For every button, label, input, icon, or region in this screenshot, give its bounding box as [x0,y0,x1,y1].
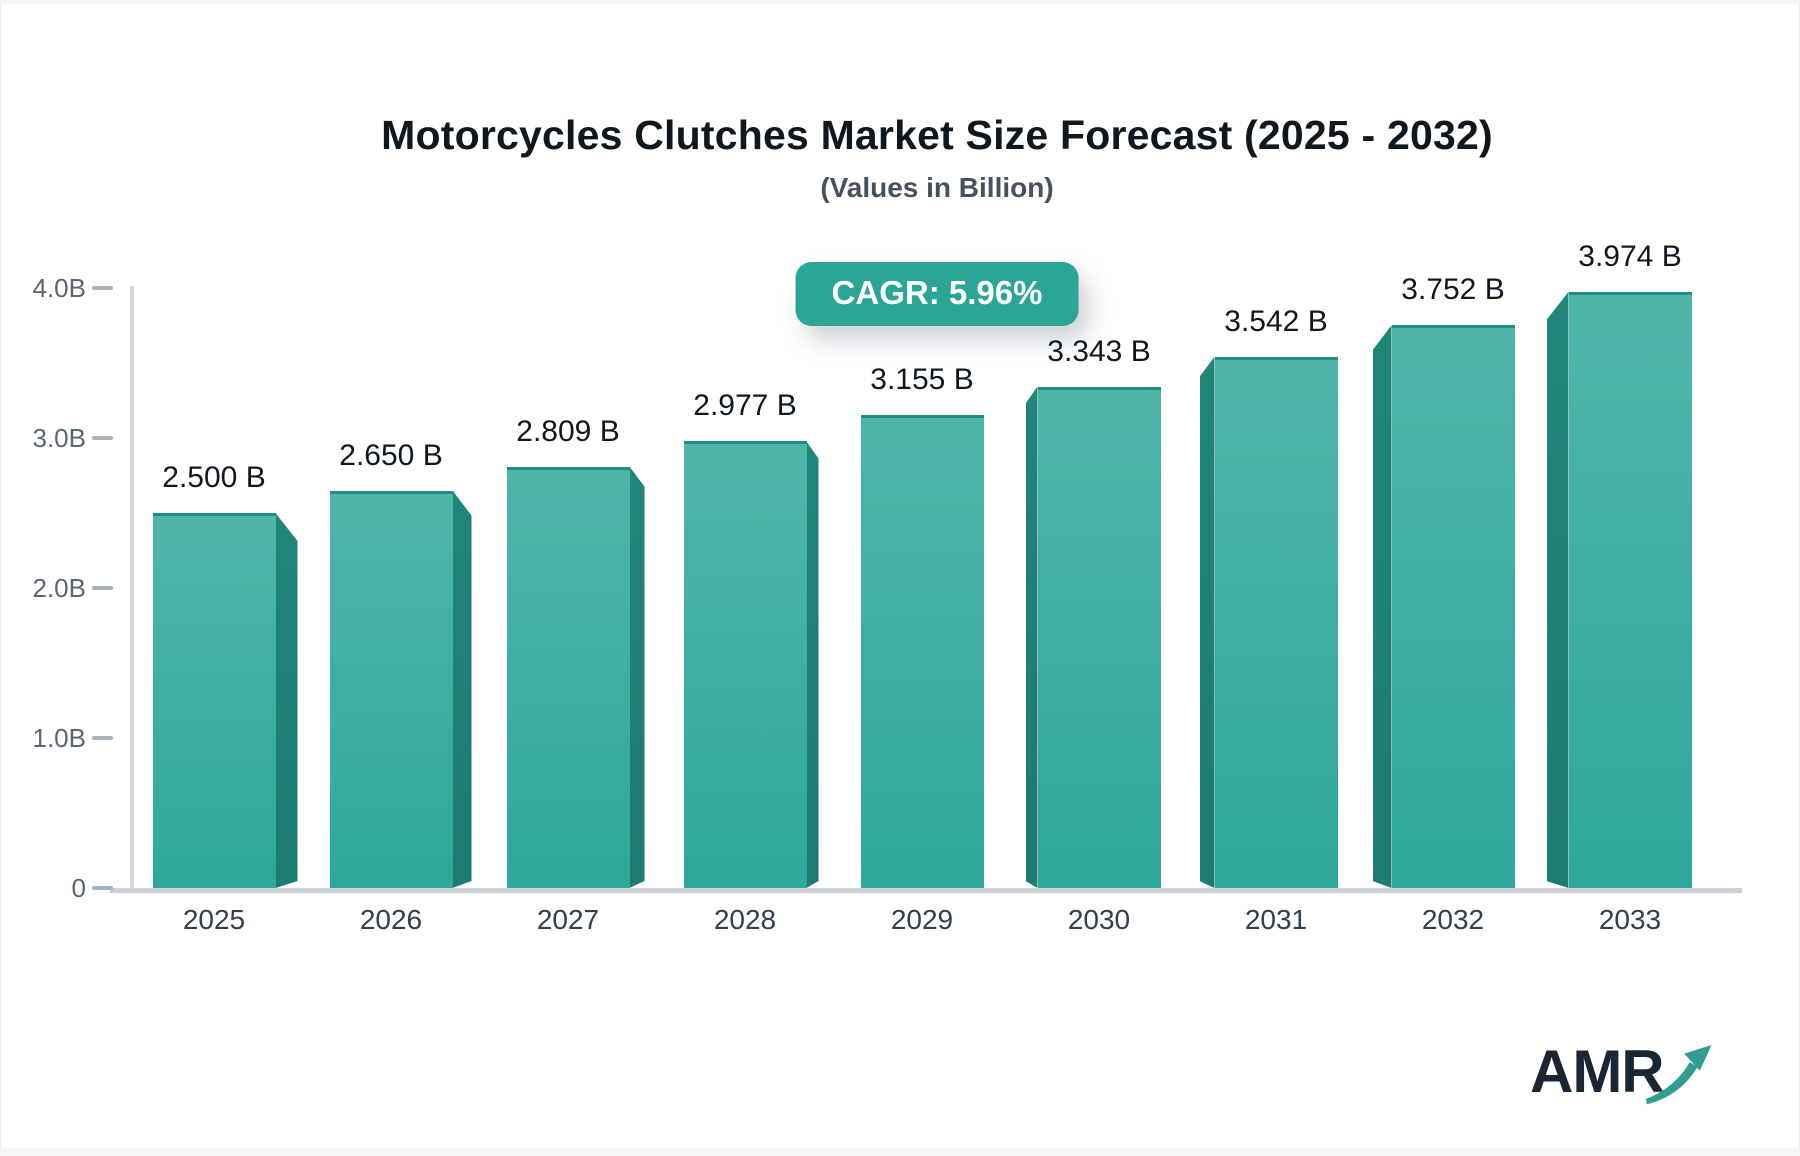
bar-value-label-2033: 3.974 B [1578,239,1682,273]
bar-2031 [1214,356,1338,888]
growth-arrow-icon [1645,1045,1712,1105]
bar-side-2031 [1200,357,1215,888]
y-tick-label: 4.0B [32,273,87,303]
y-tick-label: 3.0B [32,423,87,453]
chart-title: Motorcycles Clutches Market Size Forecas… [381,112,1493,158]
bar-side-2025 [276,513,298,888]
x-tick-label-2025: 2025 [182,904,246,935]
x-axis-line [110,888,1742,893]
bar-value-label-2028: 2.977 B [693,389,797,423]
amr-logo-text: AMR [1530,1038,1665,1105]
bar-value-label-2031: 3.542 B [1224,304,1328,338]
chart-subtitle: (Values in Billion) [820,172,1054,203]
y-tick-dash [92,886,113,890]
y-tick-label: 1.0B [32,723,87,753]
bar-side-2032 [1373,325,1392,888]
x-tick-label-2030: 2030 [1067,904,1131,935]
x-tick-label-2027: 2027 [536,904,600,935]
y-tick-label: 0 [71,873,86,903]
y-axis-line [130,286,134,890]
cagr-badge: CAGR: 5.96% [795,262,1079,326]
bar-2026 [329,490,453,888]
bar-2027 [506,466,630,888]
bar-value-label-2029: 3.155 B [870,362,974,396]
y-tick-dash [92,586,113,590]
bar-2025 [152,513,276,888]
bar-2033 [1568,291,1692,888]
y-tick-label: 2.0B [32,573,87,603]
bar-side-2030 [1026,387,1038,888]
x-tick-label-2032: 2032 [1421,904,1485,935]
bar-side-2026 [453,491,472,889]
x-tick-label-2031: 2031 [1244,904,1308,935]
x-tick-label-2033: 2033 [1598,904,1662,935]
bar-value-label-2032: 3.752 B [1401,273,1505,307]
chart-card: Motorcycles Clutches Market Size Forecas… [0,4,1800,1148]
x-tick-label-2029: 2029 [890,904,954,935]
bar-side-2033 [1547,292,1569,888]
x-tick-label-2028: 2028 [713,904,777,935]
amr-logo: AMR [1530,1034,1724,1110]
bar-value-label-2026: 2.650 B [339,438,443,472]
bar-2030 [1037,386,1161,888]
bar-2028 [683,441,807,888]
x-tick-label-2026: 2026 [359,904,423,935]
bar-2029 [860,414,984,888]
bar-side-2027 [630,467,645,888]
bar-side-2028 [807,441,819,888]
y-tick-dash [92,736,113,740]
bar-value-label-2025: 2.500 B [162,461,266,494]
bar-2032 [1391,325,1515,888]
y-tick-dash [92,286,113,290]
bar-value-label-2030: 3.343 B [1047,334,1151,368]
y-tick-dash [92,436,113,440]
bar-value-label-2027: 2.809 B [516,414,620,448]
